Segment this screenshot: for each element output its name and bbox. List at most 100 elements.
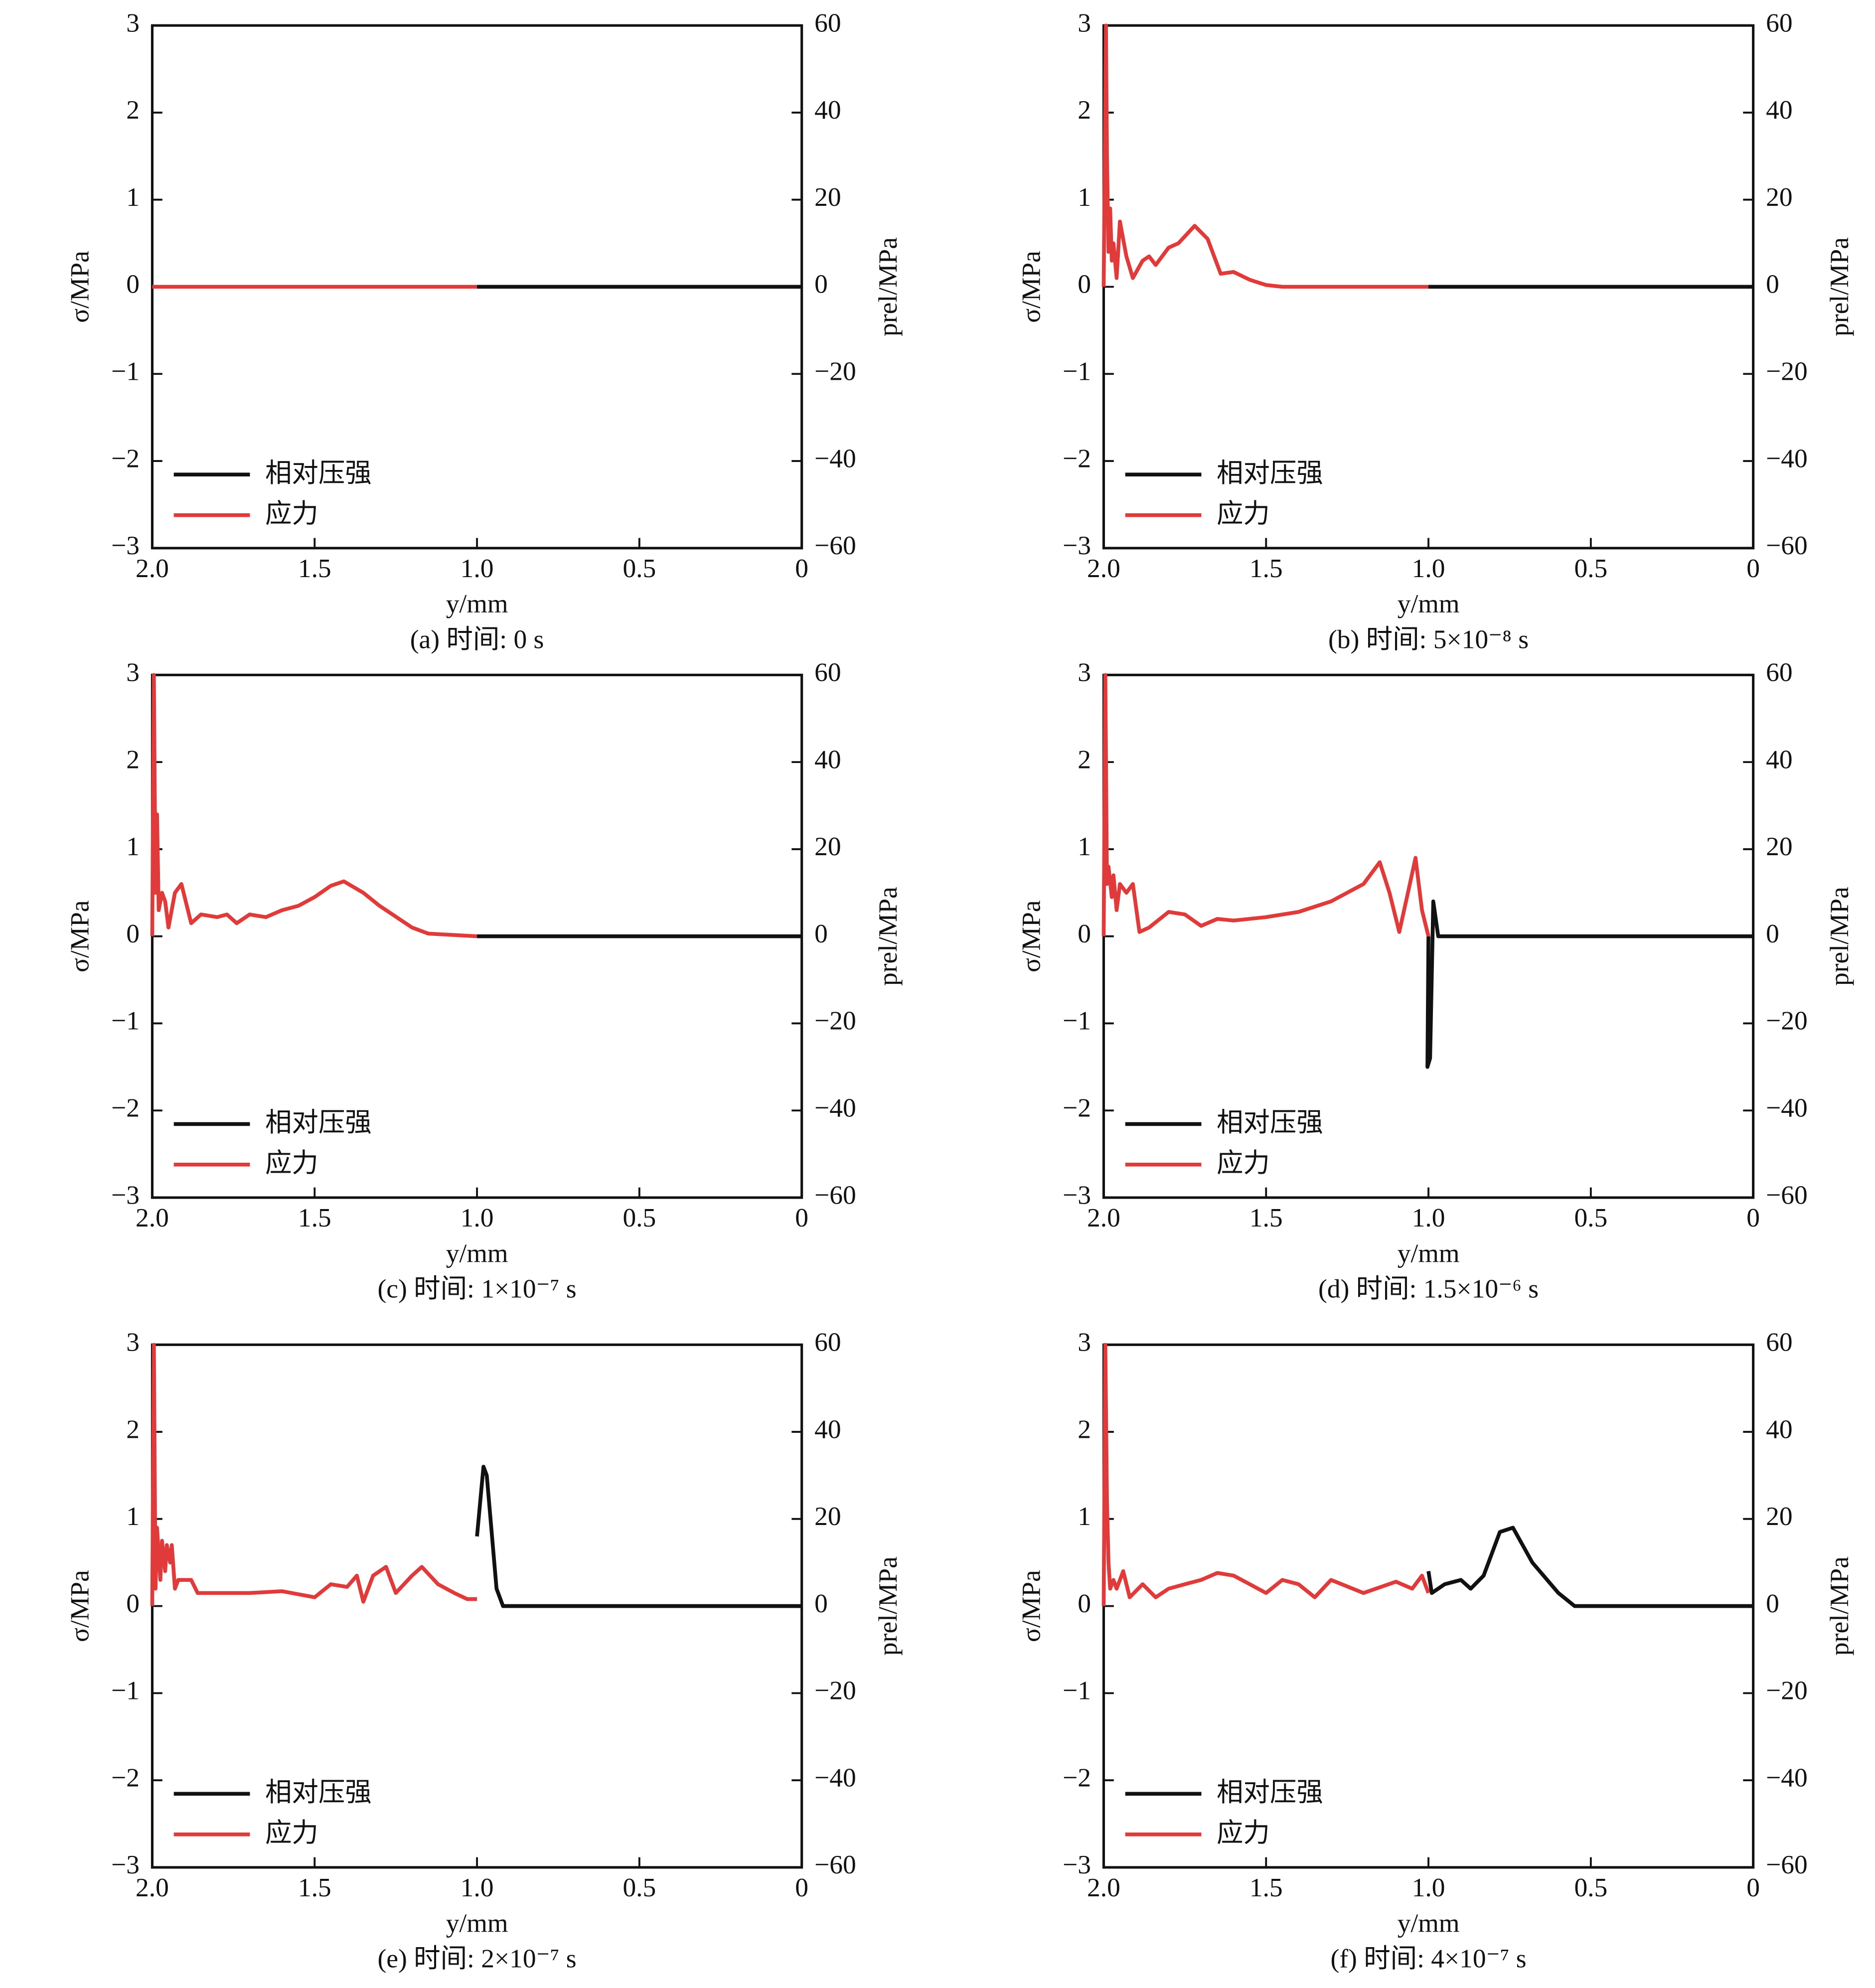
y-tick-label: −1 (1063, 1676, 1091, 1705)
x-axis-label: y/mm (446, 1908, 508, 1938)
legend-label: 相对压强 (1217, 457, 1323, 488)
legend-label: 应力 (265, 497, 318, 529)
y-tick-label: −2 (111, 1093, 140, 1123)
y2-tick-label: −40 (1766, 443, 1808, 473)
y2-tick-label: −40 (1766, 1093, 1808, 1123)
x-tick-label: 0.5 (1574, 1872, 1607, 1902)
y2-tick-label: 60 (1766, 7, 1792, 37)
y-tick-label: −3 (1063, 1180, 1091, 1210)
x-tick-label: 0.5 (623, 1203, 656, 1232)
y-tick-label: 1 (1078, 182, 1091, 212)
y-tick-label: −3 (111, 1849, 140, 1879)
x-tick-label: 0.5 (623, 1872, 656, 1902)
series-line (1425, 899, 1753, 1069)
y2-tick-label: 60 (814, 657, 841, 687)
y-tick-label: 1 (126, 1501, 140, 1531)
x-tick-label: 0 (795, 1872, 808, 1902)
y-tick-label: 0 (126, 918, 140, 948)
y-tick-label: 2 (1078, 95, 1091, 125)
x-tick-label: 1.5 (1250, 553, 1283, 583)
y2-tick-label: 20 (1766, 182, 1792, 212)
y2-tick-label: −60 (1766, 530, 1808, 560)
x-tick-label: 1.5 (1250, 1872, 1283, 1902)
y-axis-label: σ/MPa (1016, 900, 1046, 972)
y-tick-label: −1 (1063, 1006, 1091, 1036)
y-tick-label: −2 (1063, 443, 1091, 473)
legend-label: 应力 (265, 1147, 318, 1178)
y-tick-label: −2 (1063, 1762, 1091, 1792)
x-tick-label: 0 (1746, 1872, 1760, 1902)
x-tick-label: 2.0 (1087, 1872, 1120, 1902)
x-tick-label: 1.5 (1250, 1203, 1283, 1232)
x-tick-label: 1.0 (1412, 1872, 1445, 1902)
x-tick-label: 2.0 (136, 1203, 169, 1232)
y-axis-label: σ/MPa (1016, 251, 1046, 323)
y2-tick-label: −40 (814, 1093, 856, 1123)
legend-label: 相对压强 (265, 1106, 372, 1138)
y-tick-label: 0 (126, 1588, 140, 1618)
y-tick-label: −3 (111, 530, 140, 560)
y2-tick-label: 40 (1766, 95, 1792, 125)
y2-tick-label: 60 (1766, 657, 1792, 687)
y2-tick-label: 40 (1766, 744, 1792, 774)
caption: (f) 时间: 4×10⁻⁷ s (1330, 1944, 1526, 1974)
y-tick-label: −3 (1063, 1849, 1091, 1879)
y-tick-label: −2 (111, 443, 140, 473)
x-tick-label: 0.5 (623, 553, 656, 583)
y2-axis-label: prel/MPa (873, 887, 903, 986)
series-line (1101, 23, 1429, 289)
x-tick-label: 1.5 (298, 553, 331, 583)
y-tick-label: 1 (1078, 1501, 1091, 1531)
y2-tick-label: 20 (814, 831, 841, 861)
y2-tick-label: 0 (1766, 918, 1779, 948)
caption: (d) 时间: 1.5×10⁻⁶ s (1318, 1274, 1539, 1304)
y2-tick-label: 0 (814, 918, 828, 948)
y2-tick-label: −60 (814, 1180, 856, 1210)
y2-tick-label: −20 (814, 1676, 856, 1705)
series-line (1426, 1526, 1753, 1608)
y-tick-label: 0 (1078, 269, 1091, 299)
y2-tick-label: 20 (1766, 1501, 1792, 1531)
y2-tick-label: −60 (814, 1849, 856, 1879)
x-tick-label: 0 (795, 553, 808, 583)
y-tick-label: 3 (126, 1327, 140, 1357)
y2-tick-label: 40 (1766, 1414, 1792, 1444)
x-tick-label: 0 (1746, 1203, 1760, 1232)
x-tick-label: 1.0 (1412, 553, 1445, 583)
x-tick-label: 1.5 (298, 1203, 331, 1232)
y2-tick-label: −60 (814, 530, 856, 560)
x-tick-label: 1.0 (461, 553, 494, 583)
y2-tick-label: 0 (1766, 1588, 1779, 1618)
y2-axis-label: prel/MPa (873, 237, 903, 336)
x-tick-label: 0.5 (1574, 1203, 1607, 1232)
y2-axis-label: prel/MPa (873, 1556, 903, 1656)
x-axis-label: y/mm (1398, 1908, 1460, 1938)
y-tick-label: −3 (1063, 530, 1091, 560)
y2-tick-label: 20 (814, 182, 841, 212)
y-axis-label: σ/MPa (1016, 1570, 1046, 1642)
series-line (150, 673, 477, 938)
y-axis-label: σ/MPa (65, 251, 95, 323)
caption: (c) 时间: 1×10⁻⁷ s (378, 1274, 577, 1304)
y-tick-label: 1 (126, 831, 140, 861)
x-axis-label: y/mm (446, 1238, 508, 1268)
y2-tick-label: −20 (1766, 356, 1808, 386)
y2-tick-label: 0 (814, 269, 828, 299)
y-tick-label: 0 (126, 269, 140, 299)
series-line (475, 1465, 802, 1608)
y-tick-label: −1 (111, 356, 140, 386)
y-tick-label: 2 (1078, 1414, 1091, 1444)
y-tick-label: −3 (111, 1180, 140, 1210)
y2-tick-label: 20 (1766, 831, 1792, 861)
y-tick-label: −1 (111, 1006, 140, 1036)
y-tick-label: 3 (126, 657, 140, 687)
y-tick-label: −1 (1063, 356, 1091, 386)
y2-tick-label: −60 (1766, 1180, 1808, 1210)
series-line (150, 1343, 477, 1606)
y2-axis-label: prel/MPa (1824, 887, 1854, 986)
y-axis-label: σ/MPa (65, 1570, 95, 1642)
caption: (b) 时间: 5×10⁻⁸ s (1328, 624, 1529, 654)
y-tick-label: 1 (1078, 831, 1091, 861)
legend-label: 相对压强 (265, 1776, 372, 1808)
